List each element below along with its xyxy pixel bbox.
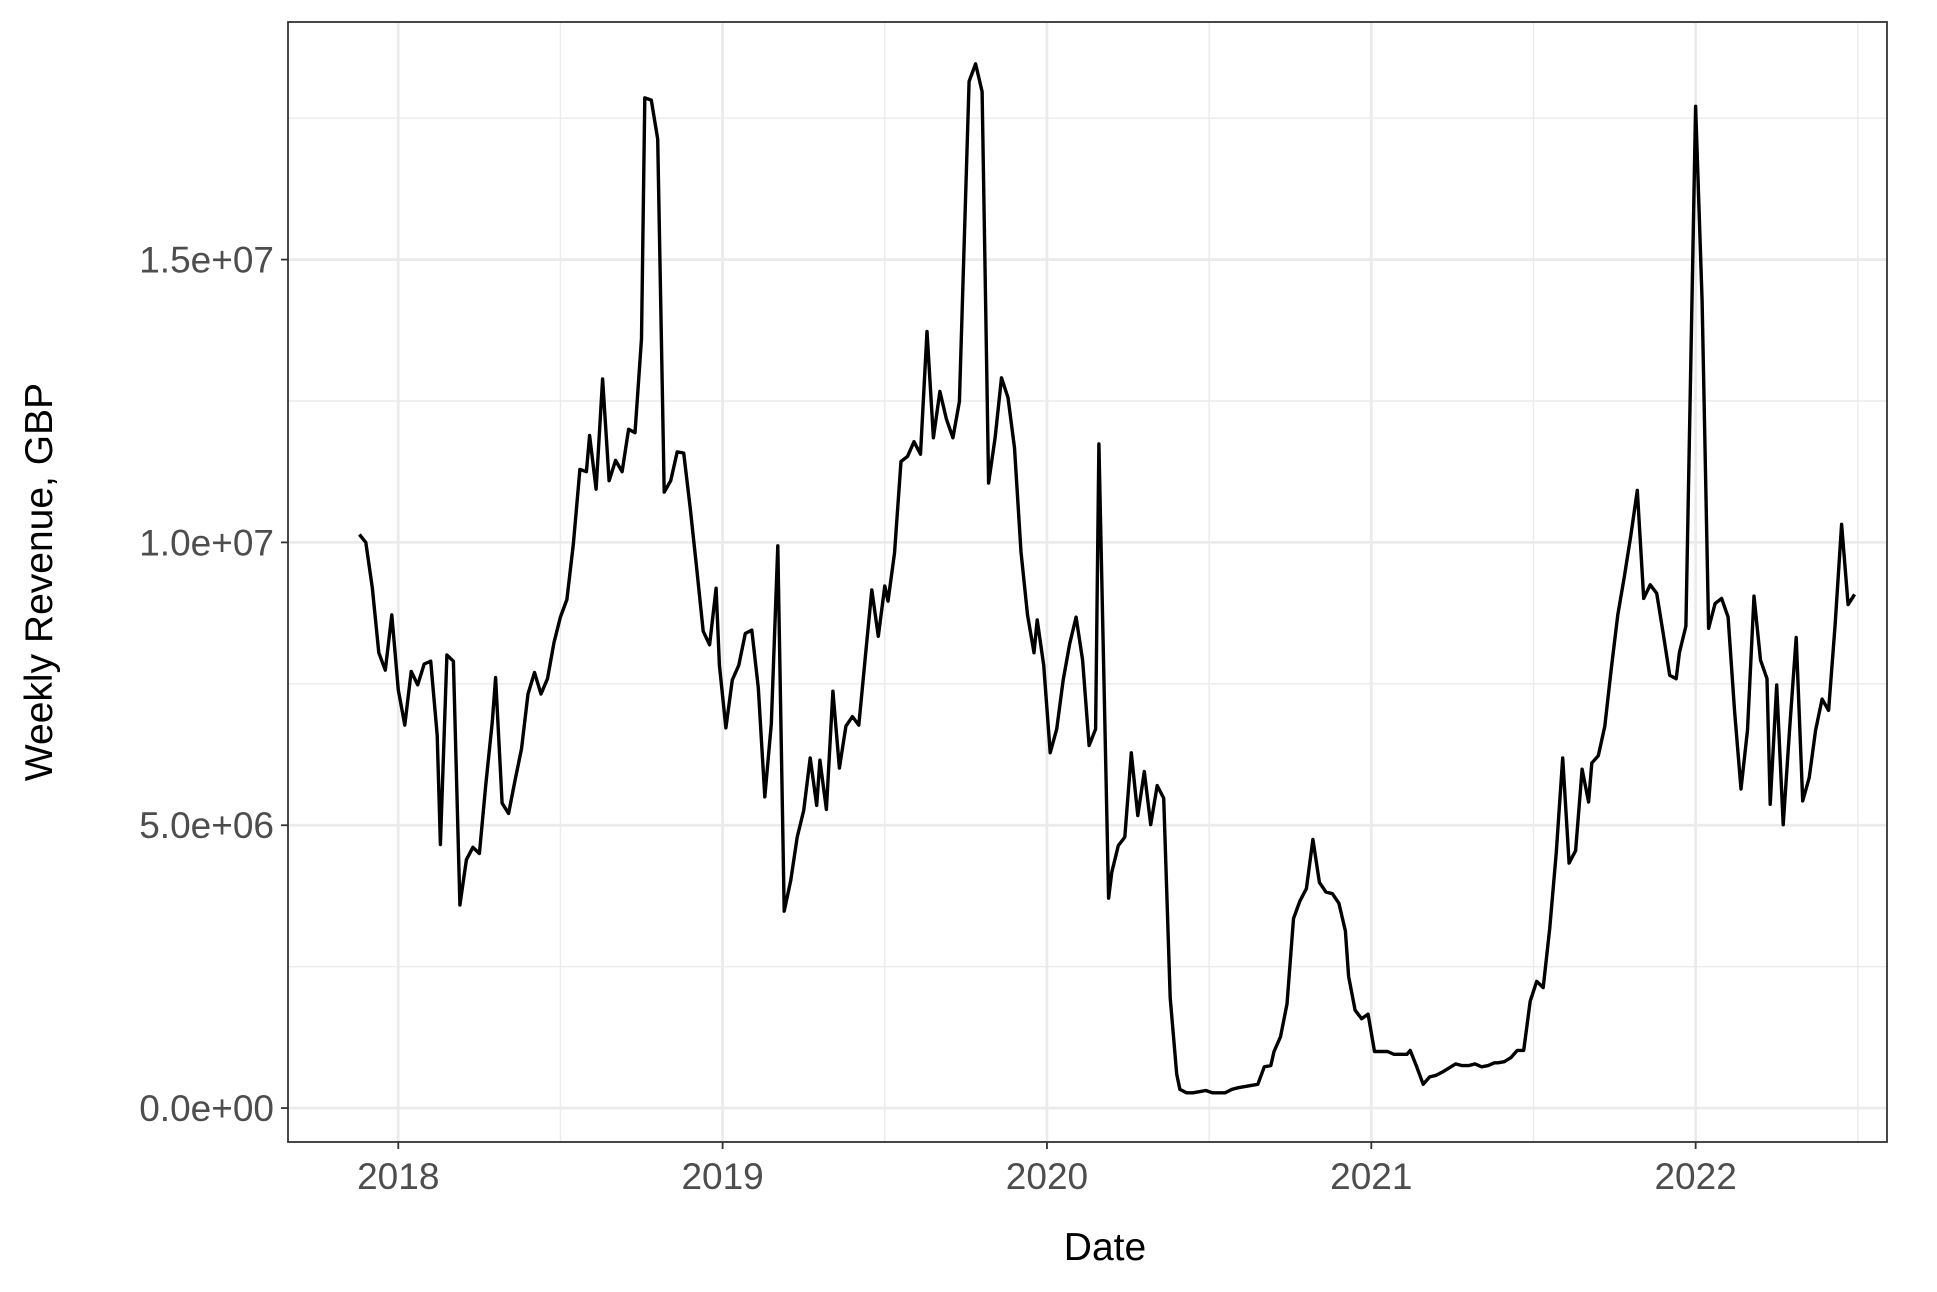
y-tick-label: 5.0e+06 [139, 805, 274, 846]
series-line [358, 62, 1857, 1095]
y-tick-label: 1.5e+07 [139, 240, 274, 281]
panel-border [287, 21, 1888, 1143]
x-tick-label: 2021 [1330, 1156, 1412, 1197]
x-tick-label: 2022 [1654, 1156, 1736, 1197]
y-axis: 0.0e+00 5.0e+06 1.0e+07 1.5e+07 [139, 240, 288, 1129]
x-axis: 2018 2019 2020 2021 2022 [357, 1142, 1737, 1197]
x-tick-label: 2018 [357, 1156, 439, 1197]
x-tick-label: 2020 [1006, 1156, 1088, 1197]
panel-background [288, 22, 1887, 1142]
x-axis-title: Date [1064, 1226, 1146, 1269]
y-axis-title: Weekly Revenue, GBP [18, 383, 61, 781]
major-gridlines [288, 22, 1887, 1142]
x-tick-label: 2019 [681, 1156, 763, 1197]
minor-gridlines [288, 22, 1887, 1142]
y-tick-label: 0.0e+00 [139, 1088, 274, 1129]
y-tick-label: 1.0e+07 [139, 522, 274, 563]
